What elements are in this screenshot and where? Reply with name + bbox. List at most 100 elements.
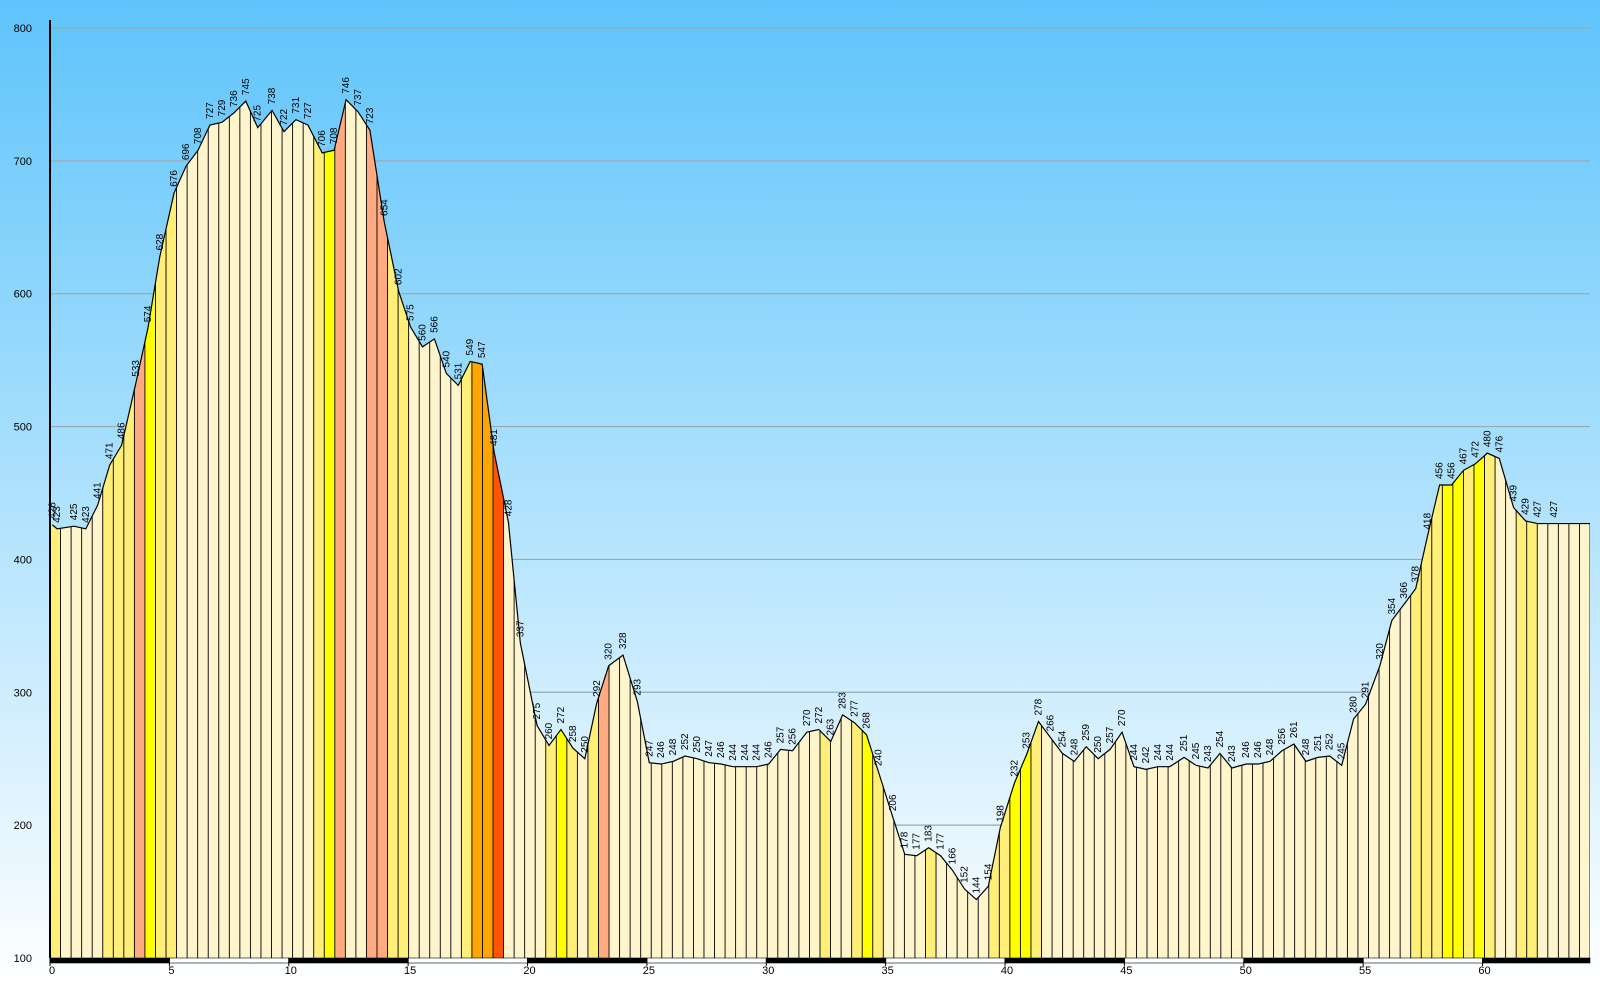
elevation-label: 250 [692, 736, 703, 753]
distance-bar-segment [1362, 957, 1483, 964]
elevation-label: 244 [1153, 744, 1164, 761]
elevation-label: 602 [394, 268, 405, 285]
elevation-label: 244 [728, 744, 739, 761]
elevation-label: 246 [1253, 741, 1264, 758]
gradient-strip [1484, 99, 1496, 958]
elevation-label: 244 [1129, 744, 1140, 761]
elevation-label: 240 [873, 749, 884, 766]
x-tick-label: 40 [1001, 965, 1013, 977]
elevation-label: 320 [1375, 643, 1386, 660]
gradient-strip [81, 99, 93, 958]
elevation-label: 272 [814, 706, 825, 723]
elevation-label: 354 [1387, 597, 1398, 614]
elevation-label: 746 [341, 77, 352, 94]
elevation-label: 722 [279, 109, 290, 126]
elevation-label: 280 [1349, 696, 1360, 713]
elevation-label: 337 [515, 620, 526, 637]
elevation-label: 278 [1033, 698, 1044, 715]
elevation-label: 366 [1399, 581, 1410, 598]
gradient-strip [419, 99, 431, 958]
elevation-label: 243 [1227, 745, 1238, 762]
elevation-label: 320 [604, 643, 615, 660]
gradient-strip [461, 99, 473, 958]
gradient-strip [197, 99, 209, 958]
gradient-strip [334, 99, 346, 958]
gradient-strip [134, 99, 146, 958]
distance-bar-segment [1124, 957, 1245, 964]
elevation-label: 737 [353, 89, 364, 106]
elevation-label: 250 [580, 736, 591, 753]
elevation-label: 246 [1241, 741, 1252, 758]
gradient-strip [313, 99, 325, 958]
elevation-label: 259 [1081, 724, 1092, 741]
gradient-strip [482, 99, 494, 958]
elevation-label: 575 [406, 304, 417, 321]
elevation-label: 560 [417, 324, 428, 341]
elevation-label: 246 [764, 741, 775, 758]
gradient-strip [1516, 99, 1528, 958]
gradient-strip [366, 99, 378, 958]
elevation-label: 256 [1277, 728, 1288, 745]
gradient-strip [1558, 99, 1570, 958]
elevation-label: 426 [47, 502, 58, 519]
elevation-label: 244 [752, 744, 763, 761]
elevation-label: 418 [1423, 512, 1434, 529]
gradient-strip [1568, 99, 1580, 958]
x-tick-label: 30 [762, 965, 774, 977]
gradient-strip [113, 99, 125, 958]
elevation-label: 723 [365, 107, 376, 124]
elevation-label: 727 [303, 102, 314, 119]
gradient-strip [471, 99, 483, 958]
elevation-label: 252 [1325, 733, 1336, 750]
elevation-label: 540 [441, 350, 452, 367]
gradient-strip [1452, 99, 1464, 958]
elevation-label: 256 [788, 728, 799, 745]
gradient-strip [260, 99, 272, 958]
distance-bar-segment [885, 957, 1006, 964]
elevation-label: 574 [143, 305, 154, 322]
y-tick-label: 400 [14, 554, 32, 566]
gradient-strip [355, 99, 367, 958]
elevation-label: 456 [1435, 462, 1446, 479]
gradient-strip [1505, 99, 1517, 958]
x-tick-label: 55 [1359, 965, 1371, 977]
elevation-label: 251 [1313, 734, 1324, 751]
elevation-label: 257 [776, 726, 787, 743]
elevation-label: 283 [838, 692, 849, 709]
y-tick-label: 700 [14, 156, 32, 168]
gradient-strip [376, 99, 388, 958]
elevation-label: 248 [1069, 738, 1080, 755]
distance-bar-segment [646, 957, 767, 964]
elevation-label: 727 [205, 102, 216, 119]
elevation-label: 243 [1203, 745, 1214, 762]
distance-bar-segment [407, 957, 528, 964]
elevation-label: 745 [241, 78, 252, 95]
axes: 100 200 300 400 500 600 700 800 0 5 10 15 20 25 30 35 40… [14, 20, 1591, 977]
x-tick-label: 45 [1120, 965, 1132, 977]
gradient-strip [1442, 99, 1454, 958]
elevation-label: 254 [1215, 730, 1226, 747]
elevation-label: 152 [959, 866, 970, 883]
elevation-label: 708 [193, 127, 204, 144]
elevation-label: 272 [556, 706, 567, 723]
elevation-label: 471 [105, 442, 116, 459]
gradient-strip [440, 99, 452, 958]
elevation-label: 654 [379, 199, 390, 216]
elevation-label: 736 [229, 90, 240, 107]
gradient-strip [239, 99, 251, 958]
distance-bar-segment [765, 957, 886, 964]
elevation-label: 549 [465, 338, 476, 355]
elevation-label: 427 [1549, 500, 1560, 517]
distance-bar-segment [288, 957, 409, 964]
elevation-label: 425 [69, 503, 80, 520]
elevation-label: 441 [93, 482, 104, 499]
elevation-label: 154 [983, 863, 994, 880]
elevation-label: 291 [1361, 681, 1372, 698]
gradient-strip [123, 99, 135, 958]
elevation-label: 270 [1117, 709, 1128, 726]
elevation-label: 378 [1411, 566, 1422, 583]
gradient-strip [429, 99, 441, 958]
gradient-strip [1495, 99, 1506, 958]
gradient-strip [155, 99, 167, 958]
elevation-label: 676 [169, 170, 180, 187]
